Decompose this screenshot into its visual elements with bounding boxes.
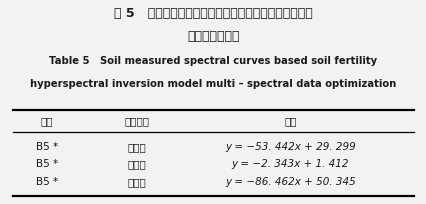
Text: 表 5   基于土壤实测光谱曲线土壤肥力高光谱反演模型的: 表 5 基于土壤实测光谱曲线土壤肥力高光谱反演模型的 (114, 7, 312, 20)
Text: 有机质: 有机质 (127, 142, 146, 152)
Text: Table 5   Soil measured spectral curves based soil fertility: Table 5 Soil measured spectral curves ba… (49, 56, 377, 66)
Text: 模型: 模型 (283, 116, 296, 126)
Text: B5 *: B5 * (36, 177, 58, 187)
Text: 肥力参数: 肥力参数 (124, 116, 149, 126)
Text: B5 *: B5 * (36, 159, 58, 169)
Text: y = −53. 442x + 29. 299: y = −53. 442x + 29. 299 (225, 142, 355, 152)
Text: y = −2. 343x + 1. 412: y = −2. 343x + 1. 412 (231, 159, 348, 169)
Text: 有效磷: 有效磷 (127, 177, 146, 187)
Text: B5 *: B5 * (36, 142, 58, 152)
Text: 多光谱数据优化: 多光谱数据优化 (187, 30, 239, 43)
Text: 波段: 波段 (40, 116, 53, 126)
Text: y = −86. 462x + 50. 345: y = −86. 462x + 50. 345 (225, 177, 355, 187)
Text: hyperspectral inversion model multi – spectral data optimization: hyperspectral inversion model multi – sp… (30, 79, 396, 89)
Text: 有效钾: 有效钾 (127, 159, 146, 169)
